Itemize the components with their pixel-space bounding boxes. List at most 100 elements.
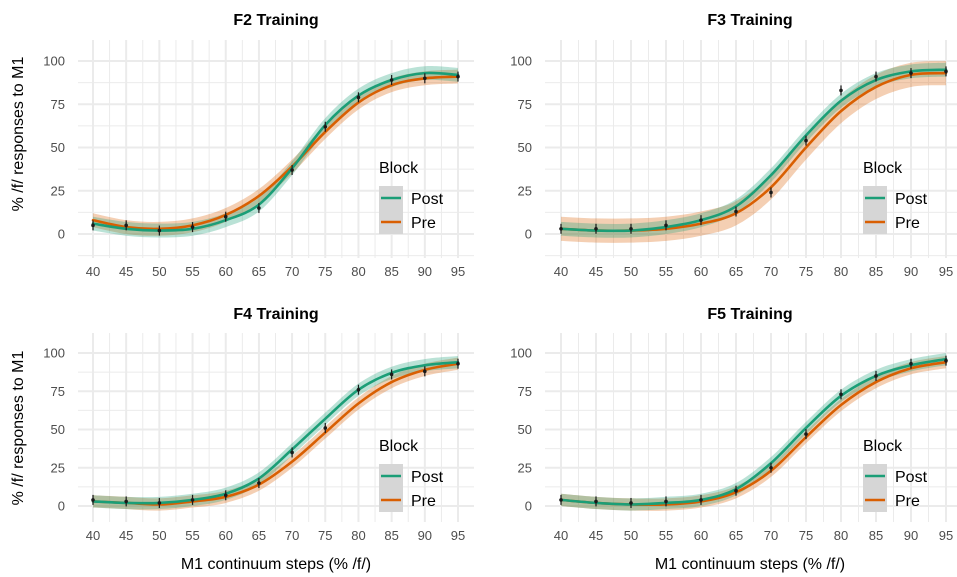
- series-line-post: [91, 71, 460, 232]
- x-tick-label: 50: [152, 528, 166, 543]
- x-tick-label: 65: [252, 528, 266, 543]
- data-point: [594, 499, 598, 504]
- data-point: [559, 498, 563, 502]
- data-point: [874, 374, 878, 378]
- x-tick-label: 40: [554, 528, 568, 543]
- data-point: [323, 426, 328, 430]
- x-tick-label: 65: [729, 264, 743, 279]
- x-tick-label: 70: [285, 528, 299, 543]
- data-point: [559, 227, 563, 231]
- data-point: [804, 138, 808, 143]
- x-tick-label: 95: [451, 528, 465, 543]
- x-tick-label: 55: [659, 528, 673, 543]
- y-tick-label: 0: [525, 499, 532, 514]
- x-tick-label: 80: [834, 264, 848, 279]
- legend-label-pre: Pre: [411, 215, 436, 232]
- y-axis-label-top: % /f/ responses to M1: [10, 57, 27, 212]
- data-point: [734, 488, 738, 493]
- data-point: [223, 493, 228, 498]
- legend-label-post: Post: [411, 469, 444, 486]
- y-tick-label: 25: [518, 460, 532, 475]
- x-tick-label: 60: [218, 264, 232, 279]
- data-point: [124, 499, 128, 504]
- x-tick-label: 70: [764, 264, 778, 279]
- data-point: [839, 88, 843, 93]
- x-tick-label: 75: [799, 528, 813, 543]
- x-tick-label: 40: [86, 264, 100, 279]
- x-tick-label: 85: [869, 528, 883, 543]
- x-tick-label: 80: [834, 528, 848, 543]
- data-point: [356, 387, 361, 392]
- x-tick-label: 95: [939, 528, 953, 543]
- x-tick-label: 90: [418, 264, 432, 279]
- data-point: [769, 190, 773, 195]
- y-tick-label: 50: [51, 422, 65, 437]
- legend-label-pre: Pre: [895, 215, 920, 232]
- data-point: [456, 74, 460, 79]
- panel-f2: F2 Training 0 25 50 75 100 40 45 50 55 60 65 70 75 80 8…: [43, 12, 474, 279]
- legend-label-post: Post: [411, 191, 444, 208]
- data-point: [91, 498, 95, 502]
- y-tick-label: 100: [43, 54, 65, 69]
- data-point: [223, 214, 228, 219]
- data-point: [769, 465, 773, 470]
- y-tick-label: 75: [518, 97, 532, 112]
- data-point: [944, 358, 948, 363]
- x-tick-label: 60: [218, 528, 232, 543]
- y-tick-label: 100: [510, 54, 532, 69]
- x-axis-label-right: M1 continuum steps (% /f/): [655, 556, 845, 573]
- data-point: [839, 392, 843, 397]
- x-tick-label: 55: [659, 264, 673, 279]
- x-tick-label: 70: [764, 528, 778, 543]
- legend-title: Block: [379, 160, 419, 177]
- legend-label-post: Post: [895, 191, 928, 208]
- x-tick-label: 45: [119, 528, 133, 543]
- y-tick-label: 25: [518, 183, 532, 198]
- panel-title: F4 Training: [233, 306, 318, 323]
- x-tick-label: 70: [285, 264, 299, 279]
- data-point: [389, 372, 394, 377]
- y-tick-label: 100: [43, 346, 65, 361]
- data-point: [157, 501, 162, 505]
- data-point: [594, 227, 598, 231]
- y-tick-label: 75: [51, 97, 65, 112]
- x-tick-label: 95: [451, 264, 465, 279]
- y-tick-label: 0: [525, 227, 532, 242]
- data-point: [290, 168, 294, 172]
- data-point: [323, 124, 328, 129]
- data-point: [423, 76, 427, 81]
- x-tick-label: 75: [799, 264, 813, 279]
- data-point: [664, 223, 668, 228]
- data-point: [909, 361, 913, 366]
- y-tick-label: 25: [51, 183, 65, 198]
- data-point: [91, 223, 95, 228]
- x-tick-label: 80: [351, 264, 365, 279]
- data-point: [699, 498, 703, 502]
- panel-f4: F4 Training 0 25 50 75 100 40 45 50 55 60 65 70 75 80 8…: [43, 306, 474, 543]
- x-tick-label: 60: [694, 528, 708, 543]
- x-tick-label: 45: [589, 528, 603, 543]
- legend-title: Block: [863, 438, 903, 455]
- legend-title: Block: [379, 438, 419, 455]
- data-point: [257, 206, 261, 210]
- x-tick-label: 85: [384, 264, 398, 279]
- data-point: [629, 227, 633, 231]
- x-tick-label: 90: [418, 528, 432, 543]
- x-tick-label: 55: [185, 528, 199, 543]
- x-tick-label: 80: [351, 528, 365, 543]
- data-point: [356, 95, 361, 100]
- y-tick-label: 75: [51, 384, 65, 399]
- data-point: [944, 69, 948, 74]
- x-tick-label: 90: [904, 528, 918, 543]
- x-tick-label: 85: [869, 264, 883, 279]
- data-point: [664, 499, 668, 504]
- x-tick-label: 75: [318, 264, 332, 279]
- y-axis-label-bottom: % /f/ responses to M1: [10, 351, 27, 506]
- y-tick-label: 0: [58, 227, 65, 242]
- data-point: [909, 71, 913, 75]
- ci-band-pre: [561, 356, 946, 511]
- data-point: [456, 361, 460, 366]
- ci-band-post: [561, 353, 946, 511]
- data-point: [734, 209, 738, 214]
- x-tick-label: 50: [152, 264, 166, 279]
